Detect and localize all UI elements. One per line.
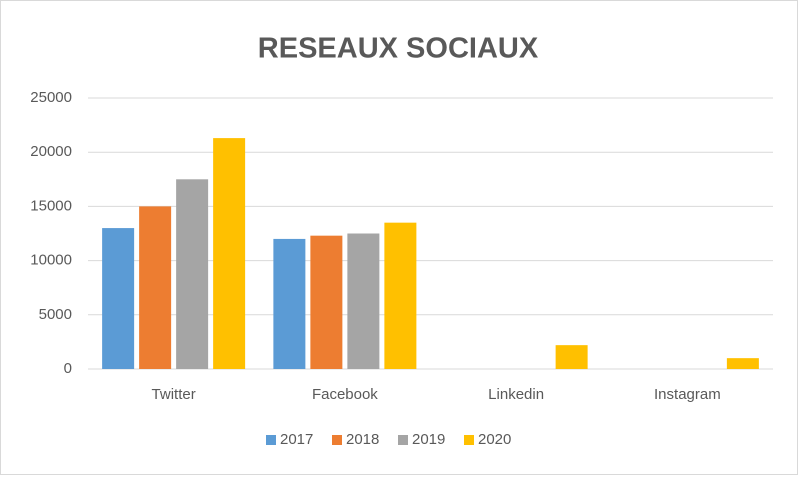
x-tick-label: Instagram — [654, 386, 721, 403]
bar — [213, 138, 246, 369]
legend-swatch — [266, 435, 276, 445]
y-tick-label: 25000 — [30, 89, 72, 106]
y-tick-label: 20000 — [30, 143, 72, 160]
chart-title: RESEAUX SOCIAUX — [258, 33, 539, 65]
bar — [310, 235, 343, 369]
legend-label: 2020 — [478, 431, 511, 448]
bar — [555, 345, 588, 369]
legend-swatch — [464, 435, 474, 445]
y-tick-label: 0 — [64, 360, 72, 377]
y-tick-label: 5000 — [39, 306, 72, 323]
legend-swatch — [398, 435, 408, 445]
y-tick-label: 15000 — [30, 197, 72, 214]
legend-swatch — [332, 435, 342, 445]
bar — [726, 358, 759, 369]
bar — [139, 206, 172, 369]
legend-label: 2017 — [280, 431, 313, 448]
bar — [347, 233, 380, 369]
x-tick-label: Linkedin — [488, 386, 544, 403]
bar — [384, 222, 417, 369]
bar — [102, 228, 135, 369]
bar — [176, 179, 209, 369]
bar — [273, 238, 306, 369]
legend-label: 2018 — [346, 431, 379, 448]
legend-label: 2019 — [412, 431, 445, 448]
x-tick-label: Twitter — [152, 386, 196, 403]
x-tick-label: Facebook — [312, 386, 378, 403]
y-tick-label: 10000 — [30, 252, 72, 269]
